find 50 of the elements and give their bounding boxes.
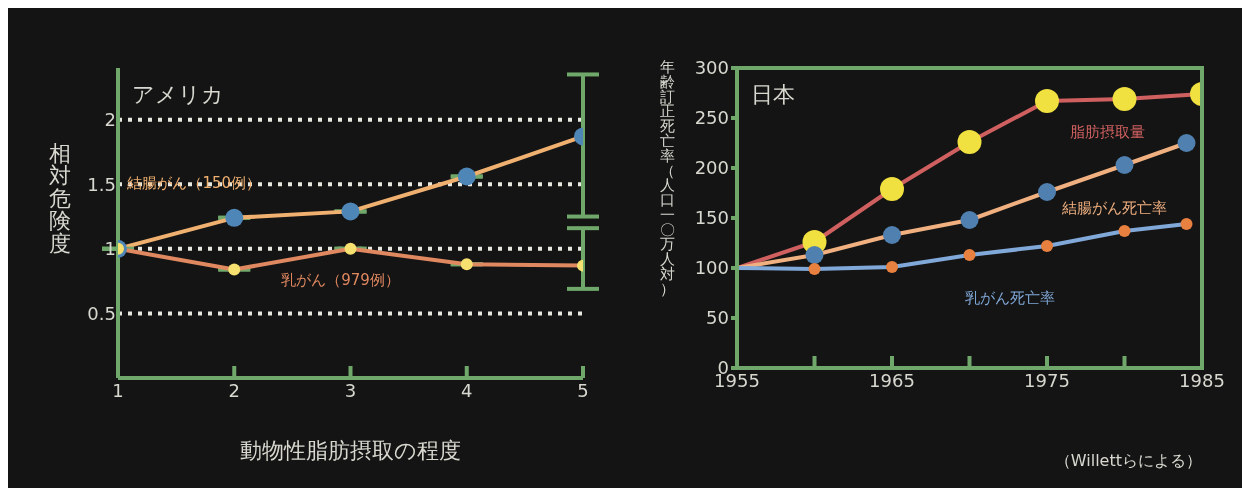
x-axis-title: 動物性脂肪摂取の程度 xyxy=(240,438,461,463)
text: 年齢訂正死亡率（人口一〇万人対） xyxy=(659,59,675,297)
point xyxy=(960,211,979,229)
text: 日本 xyxy=(751,81,795,109)
series-label: 結腸がん死亡率 xyxy=(1061,199,1167,217)
point xyxy=(1118,225,1131,237)
y-tick-label: 100 xyxy=(694,257,729,279)
x-tick-label: 3 xyxy=(344,379,357,401)
series-label: 結腸がん（150例） xyxy=(126,173,262,192)
y-axis-title: 相対危険度 xyxy=(49,141,71,256)
point xyxy=(1041,240,1053,252)
series-label: 脂肪摂取量 xyxy=(1069,123,1145,141)
text: （Willettらによる） xyxy=(1054,451,1202,472)
x-tick-label: 4 xyxy=(461,379,473,401)
point xyxy=(880,177,904,201)
point xyxy=(883,226,901,244)
point xyxy=(808,263,821,275)
y-tick-label: 300 xyxy=(694,57,729,79)
point xyxy=(886,261,898,273)
y-tick-label: 0.5 xyxy=(87,302,116,324)
text: アメリカ xyxy=(132,81,224,109)
point xyxy=(228,263,241,276)
point xyxy=(344,242,357,255)
series-label: 乳がん死亡率 xyxy=(964,289,1055,307)
point xyxy=(805,246,824,264)
point xyxy=(1112,87,1137,111)
point xyxy=(341,202,360,221)
y-tick-label: 1 xyxy=(104,238,116,260)
y-tick-label: 150 xyxy=(694,207,729,229)
y-tick-label: 250 xyxy=(694,107,729,129)
series-label: 乳がん（979例） xyxy=(281,270,400,289)
point xyxy=(1035,89,1059,113)
point xyxy=(1038,183,1056,201)
y-tick-label: 50 xyxy=(706,307,729,329)
x-tick-label: 1975 xyxy=(1024,369,1070,391)
y-tick-label: 200 xyxy=(694,157,729,179)
point xyxy=(1177,134,1196,152)
point xyxy=(1115,156,1134,174)
point xyxy=(963,249,976,261)
y-tick-label: 1.5 xyxy=(87,173,116,195)
y-tick-label: 2 xyxy=(104,109,116,131)
x-tick-label: 5 xyxy=(577,379,589,401)
point xyxy=(460,258,473,271)
x-tick-label: 2 xyxy=(228,379,240,401)
point xyxy=(457,167,476,186)
point xyxy=(225,208,244,227)
x-tick-label: 1985 xyxy=(1179,369,1225,391)
point xyxy=(957,130,982,154)
point xyxy=(1180,218,1193,230)
x-tick-label: 1965 xyxy=(869,369,915,391)
